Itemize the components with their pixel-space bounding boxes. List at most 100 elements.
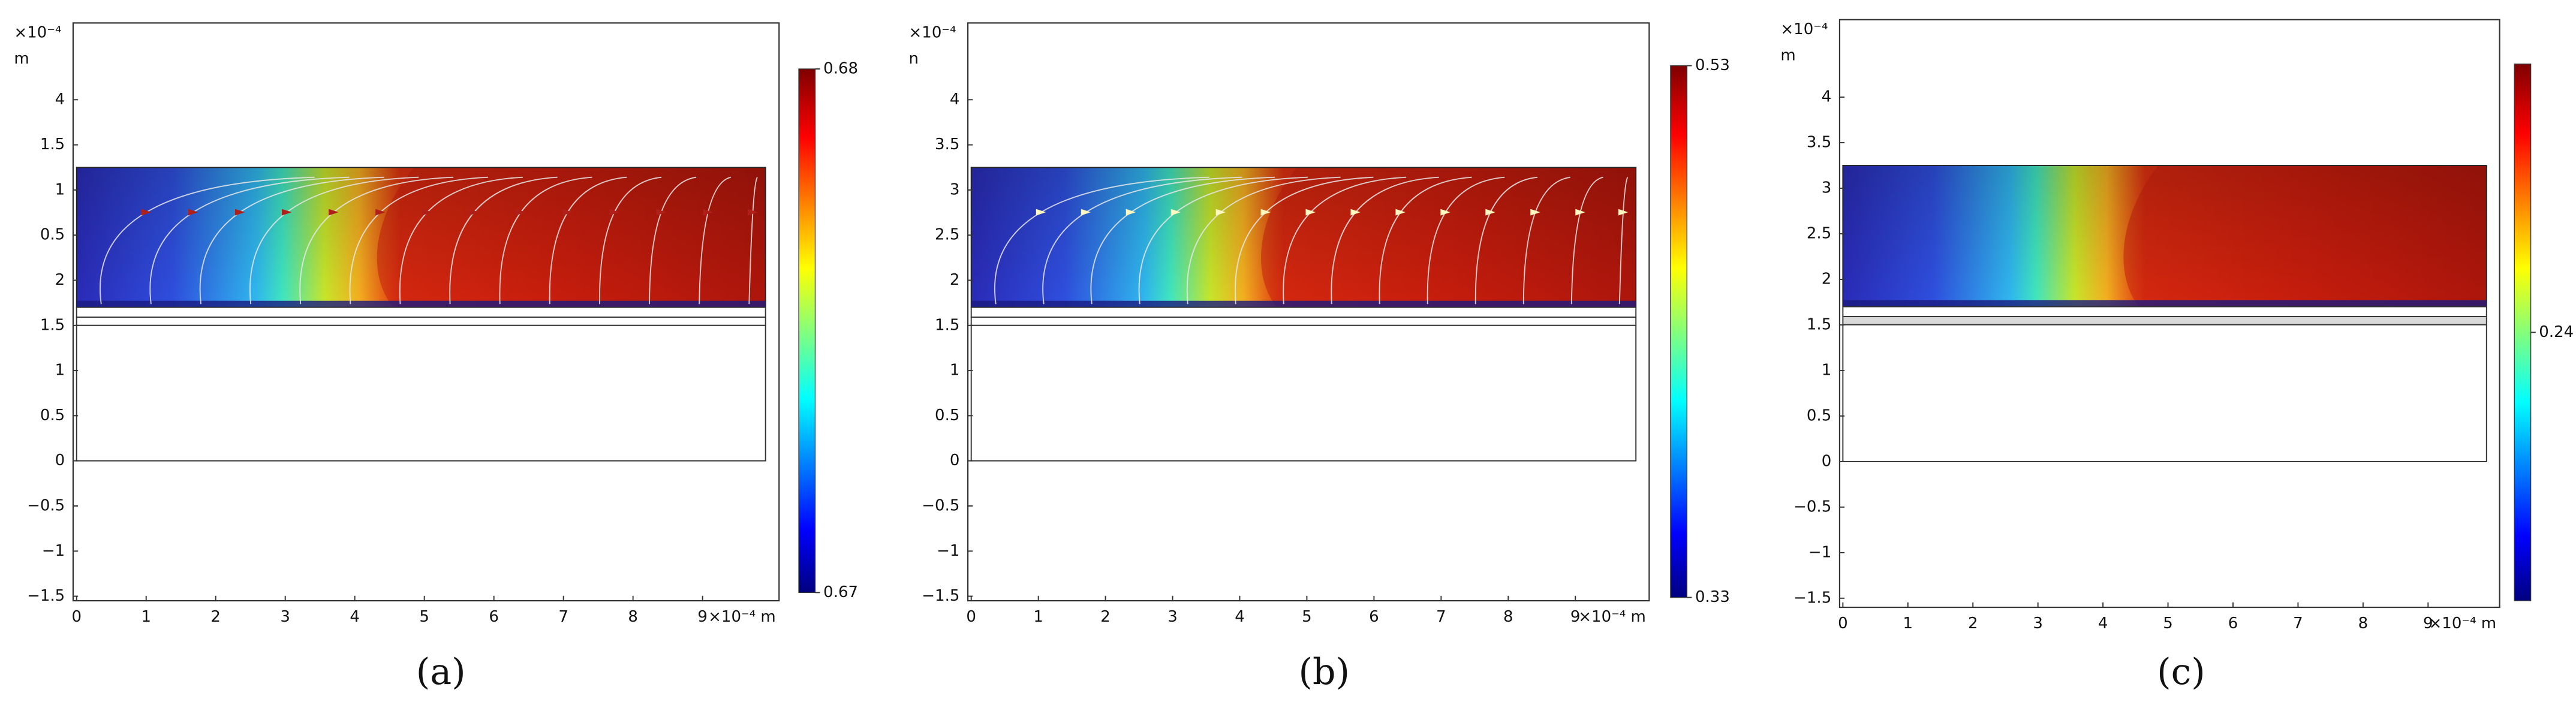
y-tick-label: 4 — [1822, 88, 1832, 106]
colorbar — [2514, 64, 2532, 601]
y-tick-label: −1 — [937, 542, 959, 560]
y-tick-label: 2 — [1822, 270, 1832, 288]
y-unit: m — [14, 50, 29, 68]
arrowhead — [1530, 209, 1540, 216]
y-unit-exponent: ×10⁻⁴ — [1780, 20, 1828, 38]
layer — [76, 306, 766, 318]
y-tick-label: 0.5 — [40, 226, 65, 244]
arrowhead — [609, 209, 619, 216]
x-tick-label: 8 — [1503, 608, 1513, 626]
layer — [1842, 316, 2487, 326]
colorbar-tick-label: 0.33 — [1695, 588, 1730, 606]
caption: (c) — [2157, 651, 2205, 693]
y-tick-label: 2.5 — [935, 226, 959, 244]
y-tick-label: 4 — [55, 91, 65, 109]
arrowhead — [329, 209, 339, 216]
arrowhead — [703, 209, 714, 216]
x-unit: ×10⁻⁴ m — [2429, 614, 2497, 632]
x-unit: ×10⁻⁴ m — [1578, 608, 1646, 626]
field-shade — [1843, 165, 2487, 307]
y-tick-label: 1 — [55, 361, 65, 379]
x-tick-label: 7 — [558, 608, 568, 626]
x-tick-label: 8 — [2358, 614, 2369, 632]
arrowhead — [1395, 209, 1406, 216]
layer — [970, 306, 1637, 318]
y-unit-exponent: ×10⁻⁴ — [14, 23, 61, 41]
y-tick-label: 1.5 — [935, 316, 959, 334]
arrowhead — [1036, 209, 1046, 216]
x-tick-label: 8 — [628, 608, 638, 626]
axes-frame — [1838, 19, 2500, 608]
x-tick-label: 1 — [1903, 614, 1913, 632]
colorbar — [798, 68, 816, 594]
y-tick-label: 3 — [1822, 179, 1832, 197]
x-tick-label: 0 — [966, 608, 976, 626]
arrowhead — [562, 209, 573, 216]
x-tick-label: 4 — [1235, 608, 1245, 626]
x-tick-label: 3 — [2033, 614, 2043, 632]
y-tick-label: −1 — [1808, 543, 1831, 561]
y-tick-label: 2.5 — [1807, 224, 1831, 242]
arrowhead — [1575, 209, 1585, 216]
y-tick-label: 0 — [55, 451, 65, 469]
y-tick-label: 3 — [950, 180, 960, 198]
arrowhead — [375, 209, 386, 216]
y-tick-label: 2 — [950, 271, 960, 289]
y-unit-exponent: ×10⁻⁴ — [909, 23, 956, 41]
x-tick-label: 5 — [2163, 614, 2173, 632]
y-tick-label: −1.5 — [1793, 589, 1831, 607]
x-tick-label: 0 — [71, 608, 82, 626]
bottom-strip — [971, 300, 1636, 308]
y-tick-label: 3.5 — [935, 135, 959, 153]
x-tick-label: 1 — [1033, 608, 1043, 626]
arrowhead — [1215, 209, 1226, 216]
arrowhead — [1485, 209, 1495, 216]
substrate — [970, 324, 1637, 462]
x-tick-label: 4 — [2098, 614, 2108, 632]
arrowhead — [656, 209, 666, 216]
arrowhead — [1305, 209, 1316, 216]
x-tick-label: 3 — [280, 608, 290, 626]
arrowhead — [282, 209, 292, 216]
x-tick-label: 2 — [1100, 608, 1111, 626]
arrowhead — [516, 209, 526, 216]
x-tick-label: 7 — [2293, 614, 2303, 632]
colorbar-tick-label: 0.53 — [1695, 56, 1730, 74]
y-tick-label: −1.5 — [27, 587, 65, 605]
arrowhead — [188, 209, 198, 216]
x-tick-label: 0 — [1838, 614, 1848, 632]
y-tick-label: 2 — [55, 271, 65, 289]
x-tick-label: 5 — [419, 608, 429, 626]
colorbar-tick-label: 0.68 — [823, 59, 858, 77]
y-tick-label: 0.5 — [40, 406, 65, 424]
bottom-strip — [1843, 300, 2487, 307]
y-unit: m — [1780, 47, 1795, 65]
y-tick-label: −0.5 — [1793, 498, 1831, 516]
y-tick-label: 0.5 — [1807, 406, 1831, 424]
y-tick-label: 0.5 — [935, 406, 959, 424]
x-tick-label: 2 — [1968, 614, 1978, 632]
field-shade — [971, 167, 1636, 308]
caption: (a) — [416, 651, 466, 693]
colorbar-tick-label: 0.24 — [2539, 323, 2574, 341]
y-tick-label: 3.5 — [1807, 134, 1831, 152]
arrowhead — [1081, 209, 1091, 216]
y-tick-label: 1 — [950, 361, 960, 379]
x-tick-label: 6 — [2228, 614, 2238, 632]
substrate — [76, 324, 766, 462]
caption: (b) — [1298, 651, 1350, 693]
x-tick-label: 5 — [1302, 608, 1312, 626]
y-unit: n — [909, 50, 919, 68]
y-tick-label: 0 — [950, 451, 960, 469]
x-tick-label: 1 — [141, 608, 151, 626]
x-tick-label: 3 — [1167, 608, 1178, 626]
y-tick-label: −1 — [42, 542, 65, 560]
arrowhead — [748, 209, 758, 216]
y-tick-label: 1.5 — [1807, 315, 1831, 333]
arrowhead — [422, 209, 432, 216]
field-shade — [76, 167, 766, 308]
y-tick-label: −0.5 — [922, 496, 959, 514]
x-tick-label: 4 — [350, 608, 360, 626]
arrowhead — [1350, 209, 1361, 216]
substrate — [1842, 324, 2487, 462]
